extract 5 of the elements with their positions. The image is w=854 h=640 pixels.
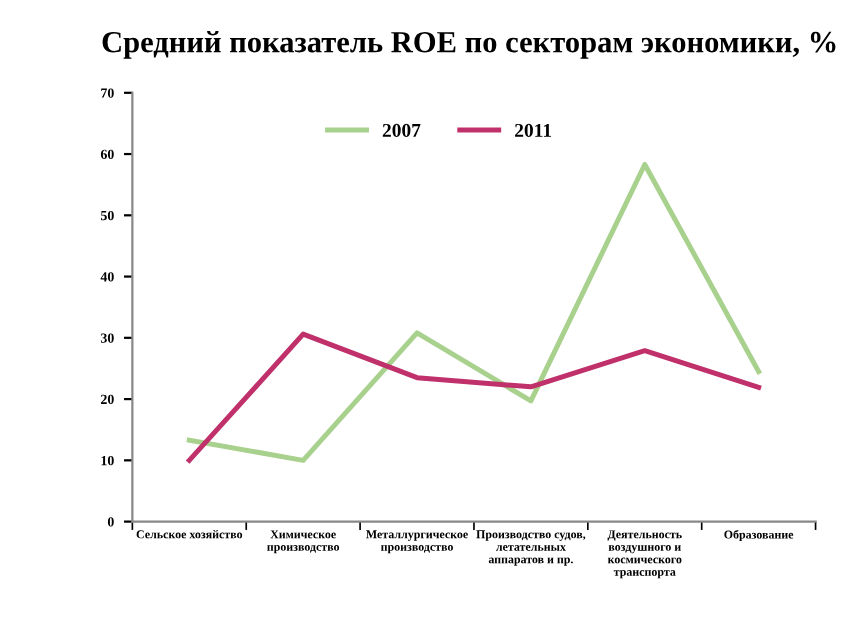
legend-label: 2011 [515,123,552,137]
line-series [186,161,762,463]
legend-label: 2007 [382,123,421,137]
line-series [186,331,762,463]
chart-title: Средний показатель ROE по секторам экономики, % [102,31,836,59]
